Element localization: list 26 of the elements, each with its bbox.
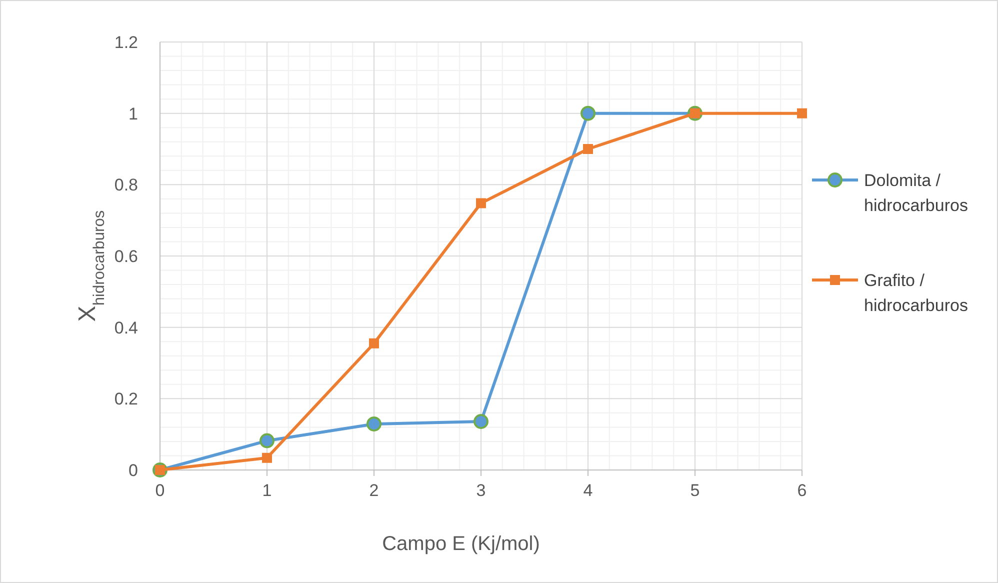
point: [474, 414, 488, 429]
point: [260, 433, 274, 448]
y-tick-label: 0.4: [114, 318, 138, 338]
x-axis-title: Campo E (Kj/mol): [382, 533, 540, 555]
point: [262, 452, 272, 463]
y-tick-label: 0.8: [114, 176, 138, 195]
x-tick-label: 2: [369, 481, 379, 500]
legend-label: Grafito / hidrocarburos: [864, 271, 968, 315]
point: [476, 198, 486, 208]
point: [366, 416, 382, 432]
point: [369, 338, 379, 348]
y-tick-label: 1: [128, 104, 138, 124]
x-tick-label: 1: [262, 481, 272, 500]
x-tick-label: 0: [155, 481, 165, 500]
legend-label: Dolomita / hidrocarburos: [864, 171, 968, 215]
y-tick-label: 1.2: [114, 33, 138, 52]
point: [797, 108, 807, 118]
x-tick-label: 3: [476, 481, 486, 500]
x-tick-label: 6: [797, 481, 807, 500]
x-tick-label: 4: [583, 481, 593, 500]
point: [580, 106, 596, 121]
y-tick-label: 0: [128, 461, 138, 480]
point: [583, 144, 593, 154]
x-tick-label: 5: [690, 481, 700, 500]
y-tick-label: 0.6: [114, 247, 138, 266]
y-tick-label: 0.2: [114, 390, 138, 409]
